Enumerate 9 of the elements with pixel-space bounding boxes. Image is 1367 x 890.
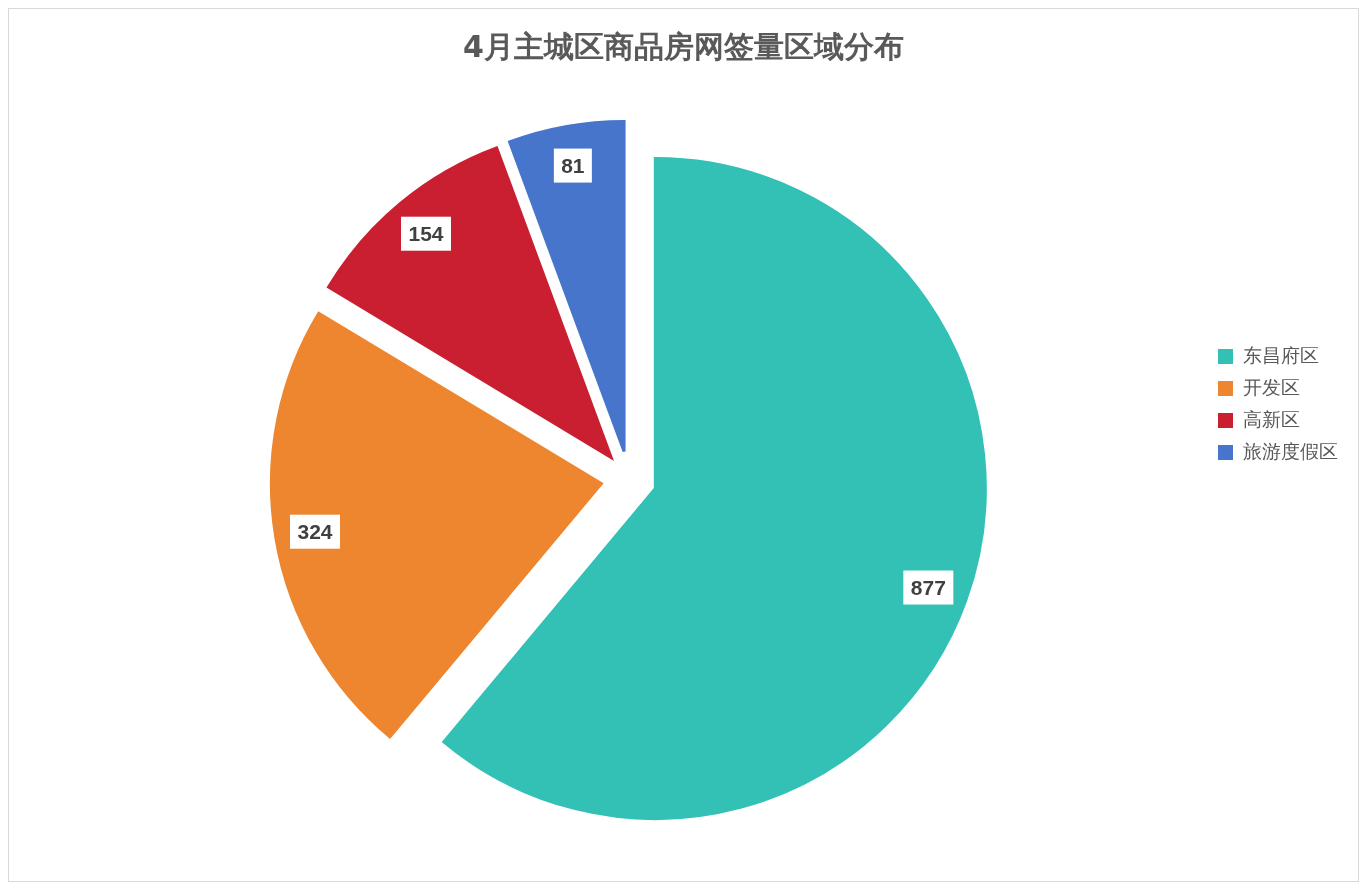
data-label: 877 [910, 576, 946, 600]
data-label: 324 [297, 520, 333, 544]
legend-label: 旅游度假区 [1243, 439, 1338, 464]
legend-label: 东昌府区 [1243, 343, 1319, 368]
legend-label: 开发区 [1243, 375, 1300, 400]
chart-title: 4月主城区商品房网签量区域分布 [462, 28, 905, 66]
legend-label: 高新区 [1243, 407, 1300, 432]
data-label: 154 [408, 222, 444, 246]
data-label: 81 [561, 154, 585, 178]
